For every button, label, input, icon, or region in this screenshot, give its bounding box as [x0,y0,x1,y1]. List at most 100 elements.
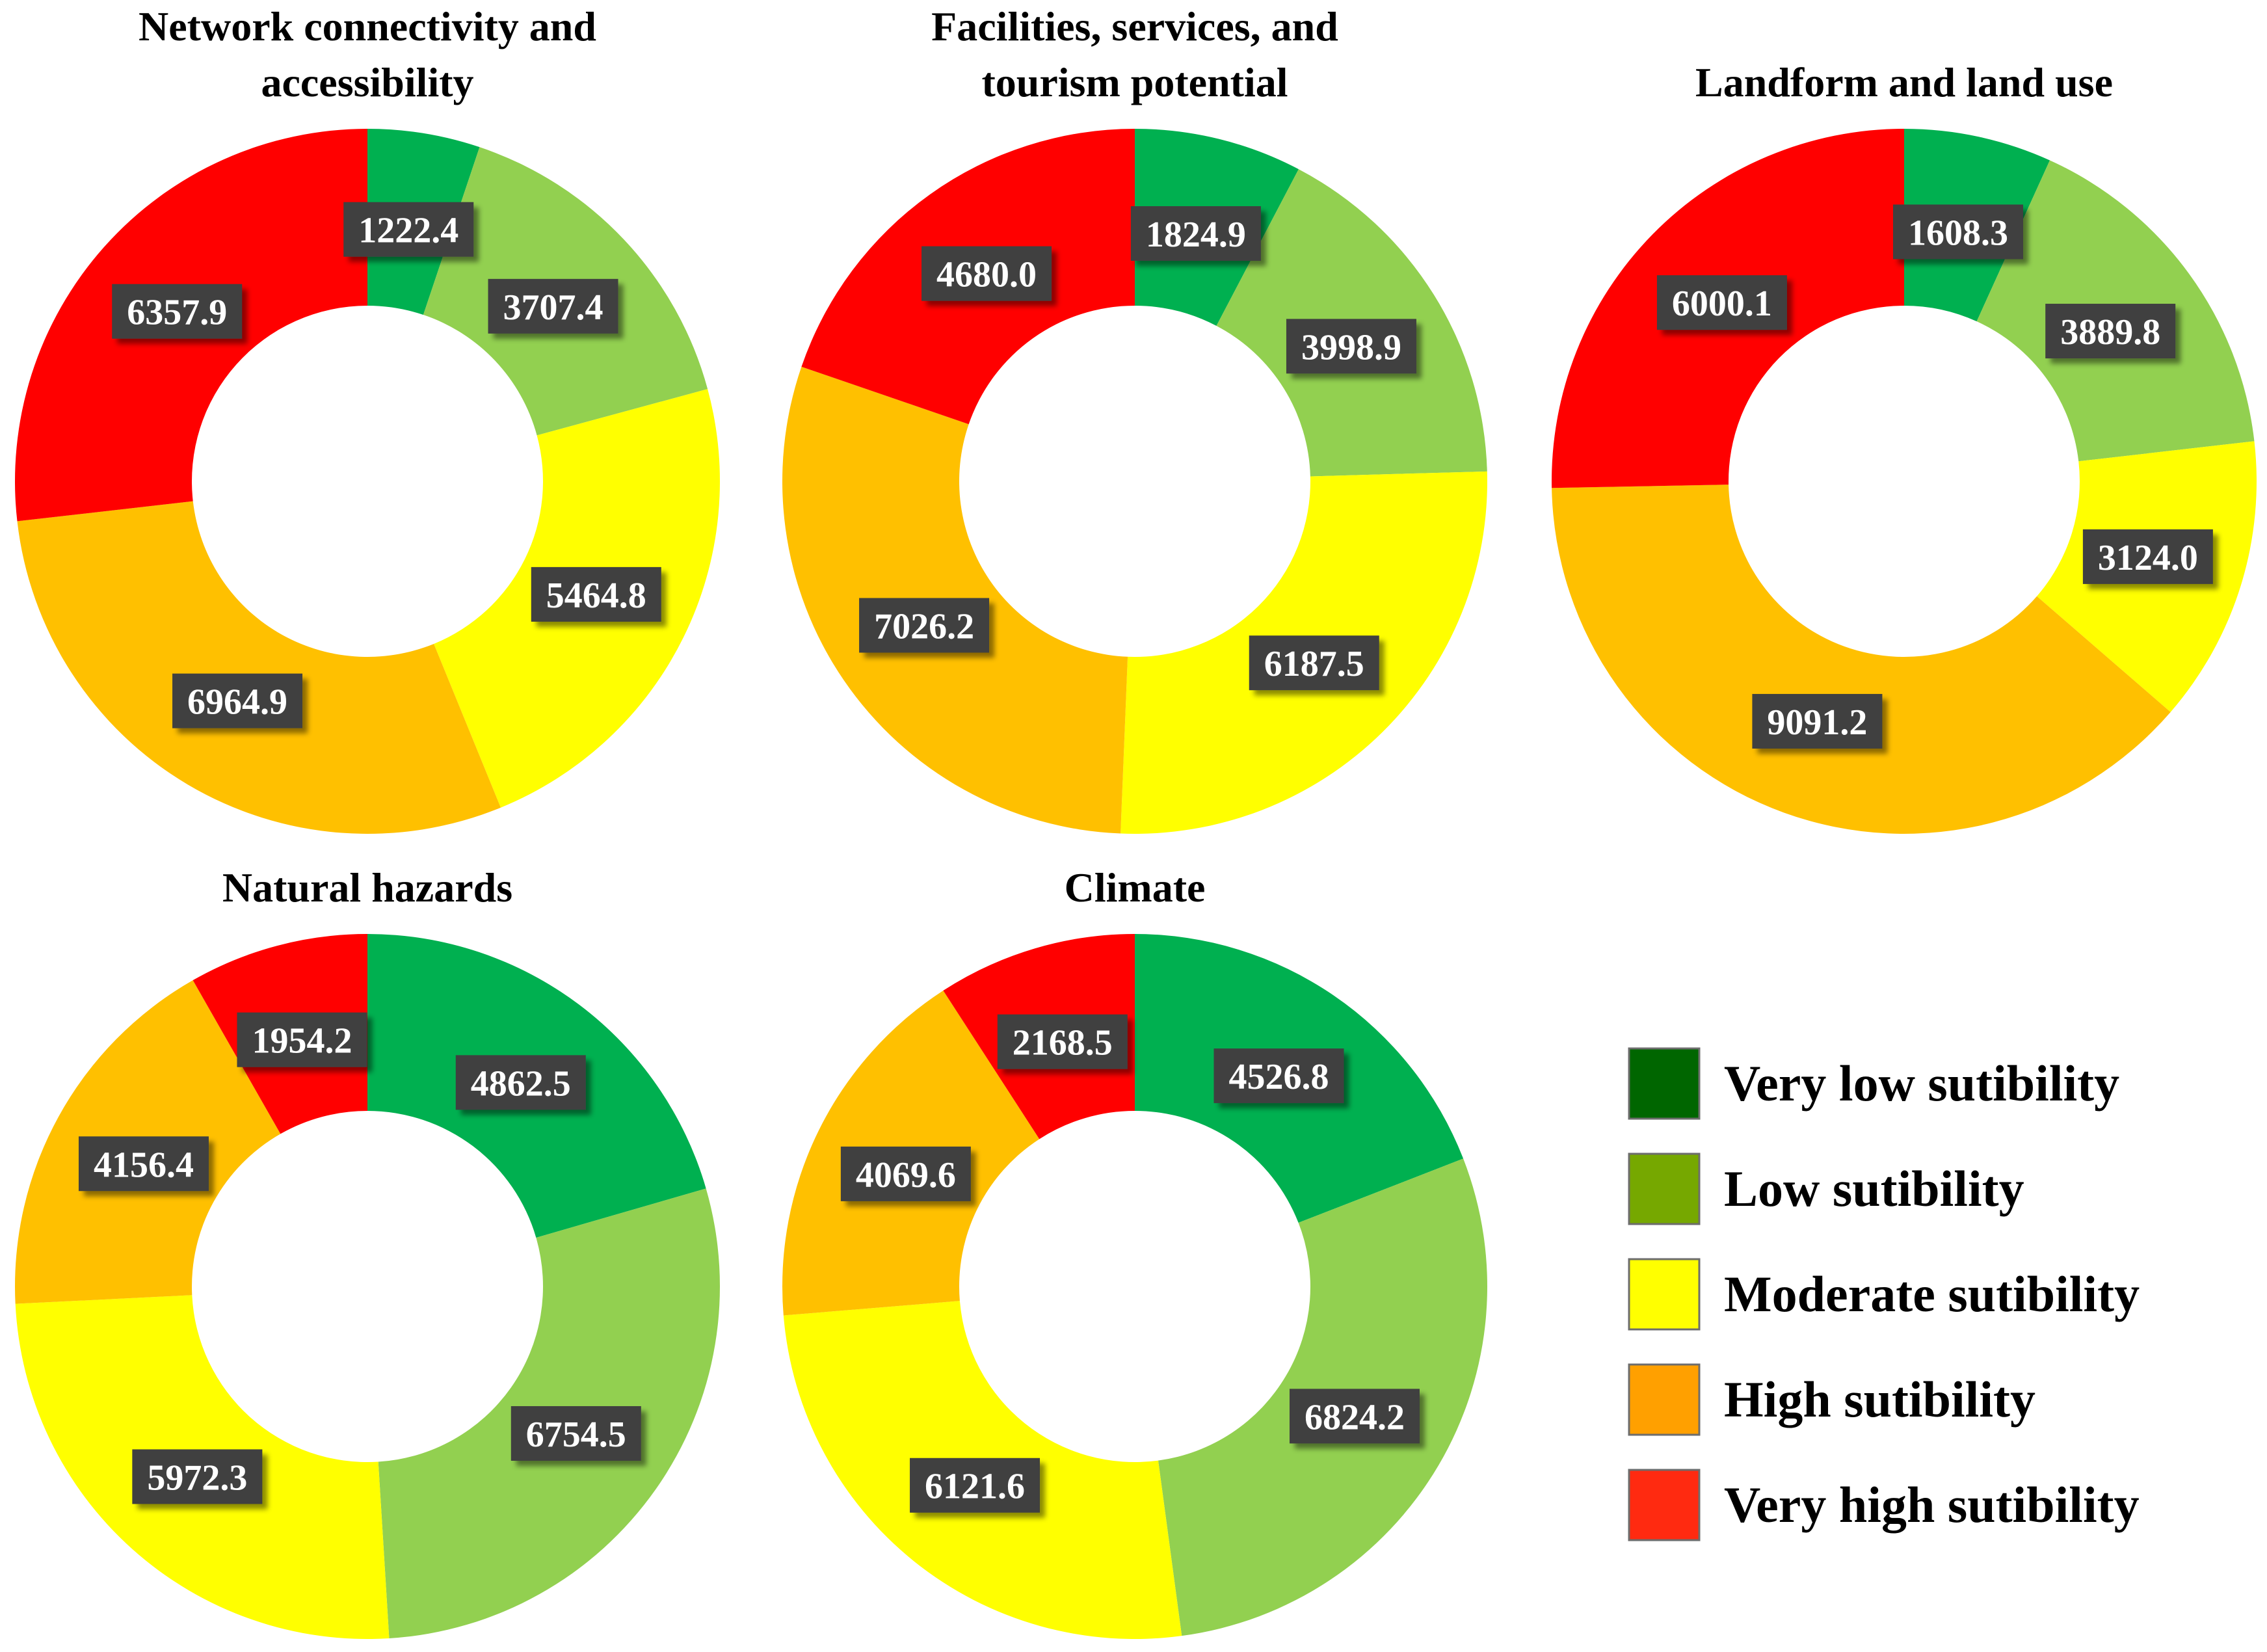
value-label-box [1249,635,1379,691]
legend-item: Very low sutibility [1628,1047,2119,1120]
legend: Very low sutibility Low sutibility Moderat… [1628,1047,2140,1541]
legend-label: Moderate sutibility [1724,1266,2140,1322]
value-label-high: 4069.6 [840,1146,971,1201]
value-label-text: 6824.2 [1305,1397,1405,1437]
value-label-box [859,598,990,653]
value-label-box [1752,693,1883,749]
chart-title: Climate [1065,864,1206,911]
slice-high [17,501,501,834]
legend-swatch [1628,1047,1701,1120]
value-label-text: 3707.4 [503,287,603,328]
value-label-text: 1824.9 [1146,215,1246,255]
value-label-moderate: 6187.5 [1249,635,1379,691]
value-label-moderate: 5464.8 [531,566,661,622]
value-label-box [2082,529,2213,584]
value-label-text: 1954.2 [252,1021,352,1061]
legend-swatch [1628,1469,1701,1541]
value-label-box [1286,319,1416,374]
value-label-text: 9091.2 [1767,702,1867,743]
value-label-low: 3998.9 [1286,319,1416,374]
value-label-box [1892,204,2023,260]
value-label-very-low: 1608.3 [1892,204,2023,260]
charts-group: Network connectivity and accessibility 122… [14,3,2257,1640]
donut-chart: Landform and land use 1608.3 3889.8 3124.0 9… [1552,59,2257,834]
value-label-box [2045,304,2176,359]
value-label-text: 4156.4 [94,1145,194,1185]
legend-swatch [1628,1363,1701,1436]
value-label-text: 5464.8 [546,576,646,616]
value-label-text: 3889.8 [2060,312,2160,353]
slice-high [1552,485,2171,834]
value-label-moderate: 3124.0 [2082,529,2213,584]
value-label-text: 6754.5 [526,1415,626,1455]
value-label-box [132,1449,263,1504]
value-label-very-low: 4526.8 [1213,1048,1344,1104]
legend-label: Very low sutibility [1724,1055,2119,1112]
legend-item: Very high sutibility [1628,1469,2140,1541]
value-label-box [510,1406,641,1461]
value-label-text: 6187.5 [1264,644,1364,684]
value-label-high: 9091.2 [1752,693,1883,749]
value-label-text: 3998.9 [1301,327,1401,367]
value-label-text: 6121.6 [925,1467,1025,1507]
value-label-very-low: 1222.4 [343,202,474,257]
value-label-very-high: 4680.0 [921,246,1052,301]
donut-chart: Network connectivity and accessibility 122… [14,3,720,834]
value-label-box [343,202,474,257]
donut-chart: Climate 4526.8 6824.2 6121.6 4069.6 2168.5 [782,864,1487,1639]
value-label-box [1656,275,1787,330]
value-label-box [112,284,243,339]
value-label-very-high: 6357.9 [112,284,243,339]
donut-chart: Facilities, services, and tourism potenti… [782,3,1488,834]
chart-title: Facilities, services, and [931,3,1338,49]
value-label-text: 4526.8 [1228,1057,1329,1097]
value-label-text: 6000.1 [1672,284,1772,324]
value-label-box [997,1014,1128,1069]
value-label-text: 7026.2 [874,606,974,646]
value-label-text: 5972.3 [147,1458,247,1498]
chart-title: Landform and land use [1695,59,2113,105]
value-label-very-high: 1954.2 [237,1012,367,1067]
legend-label: Very high sutibility [1724,1476,2140,1533]
value-label-very-low: 1824.9 [1130,206,1261,261]
value-label-high: 4156.4 [78,1136,209,1192]
value-label-low: 3707.4 [488,278,618,334]
legend-item: High sutibility [1628,1363,2035,1436]
value-label-text: 4862.5 [471,1063,571,1104]
chart-title: Natural hazards [222,864,512,911]
value-label-box [488,278,618,334]
value-label-box [237,1012,367,1067]
value-label-box [1213,1048,1344,1104]
value-label-box [921,246,1052,301]
legend-item: Moderate sutibility [1628,1258,2140,1331]
chart-title: Network connectivity and [139,3,596,49]
value-label-very-high: 6000.1 [1656,275,1787,330]
value-label-moderate: 6121.6 [910,1458,1041,1513]
value-label-box [910,1458,1041,1513]
value-label-text: 6964.9 [187,682,287,723]
value-label-text: 4069.6 [856,1155,956,1195]
value-label-box [172,673,303,728]
value-label-text: 1608.3 [1908,213,2008,253]
value-label-box [1130,206,1261,261]
value-label-high: 7026.2 [859,598,990,653]
value-label-low: 6824.2 [1289,1389,1420,1444]
value-label-text: 6357.9 [127,293,227,333]
value-label-box [455,1055,586,1110]
value-label-moderate: 5972.3 [132,1449,263,1504]
legend-item: Low sutibility [1628,1152,2024,1225]
value-label-low: 6754.5 [510,1406,641,1461]
value-label-text: 2168.5 [1013,1023,1113,1063]
value-label-very-low: 4862.5 [455,1055,586,1110]
value-label-box [1289,1389,1420,1444]
legend-label: Low sutibility [1724,1160,2024,1217]
value-label-text: 3124.0 [2098,538,2198,578]
value-label-high: 6964.9 [172,673,303,728]
chart-title: accessibility [261,59,473,105]
value-label-box [840,1146,971,1201]
value-label-very-high: 2168.5 [997,1014,1128,1069]
donut-chart: Natural hazards 4862.5 6754.5 5972.3 4156.4 1… [14,864,720,1640]
legend-label: High sutibility [1724,1371,2035,1428]
legend-swatch [1628,1152,1701,1225]
